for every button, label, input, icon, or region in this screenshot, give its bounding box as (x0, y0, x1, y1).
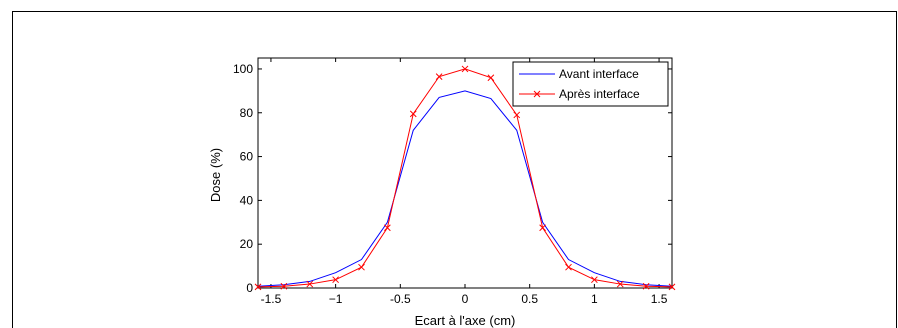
y-tick-label: 20 (240, 237, 254, 251)
y-tick-label: 40 (240, 193, 254, 207)
y-tick-label: 80 (240, 106, 254, 120)
data-point-marker (668, 283, 676, 291)
data-point-marker (513, 111, 521, 119)
legend-box (512, 61, 669, 107)
x-tick-label: −1 (329, 292, 343, 306)
data-point-marker (487, 74, 495, 82)
data-point-marker (539, 224, 546, 232)
data-point-marker (332, 276, 339, 284)
legend-label: Avant interface (559, 67, 639, 81)
x-tick-label: 0 (462, 292, 469, 306)
legend-marker (533, 90, 541, 98)
x-axis-label: Ecart à l'axe (cm) (415, 313, 516, 328)
data-point-marker (306, 280, 314, 288)
x-tick-label: -1.5 (261, 292, 282, 306)
x-tick-label: 1.5 (651, 292, 668, 306)
x-tick-label: -0.5 (390, 292, 411, 306)
x-tick-label: 1 (591, 292, 598, 306)
x-tick-label: 0.5 (521, 292, 538, 306)
data-point-marker (358, 263, 365, 271)
data-point-marker (384, 224, 391, 232)
data-point-marker (616, 280, 624, 288)
y-tick-label: 60 (240, 150, 254, 164)
data-point-marker (280, 282, 288, 290)
data-point-marker (461, 65, 469, 73)
y-tick-label: 0 (246, 281, 253, 295)
y-axis-label: Dose (%) (208, 148, 223, 202)
series-line (257, 90, 673, 287)
data-point-marker (591, 276, 598, 284)
data-point-marker (565, 263, 572, 271)
data-point-marker (409, 110, 417, 118)
data-point-marker (642, 282, 650, 290)
plot-area: -1.5 −1 -0.5 0 0.5 1 1.5 0 20 40 60 80 100 Avant inte… (233, 57, 676, 306)
data-point-marker (435, 73, 443, 80)
data-point-marker (254, 283, 262, 291)
y-tick-label: 100 (233, 62, 253, 76)
legend-label: Après interface (559, 87, 640, 101)
